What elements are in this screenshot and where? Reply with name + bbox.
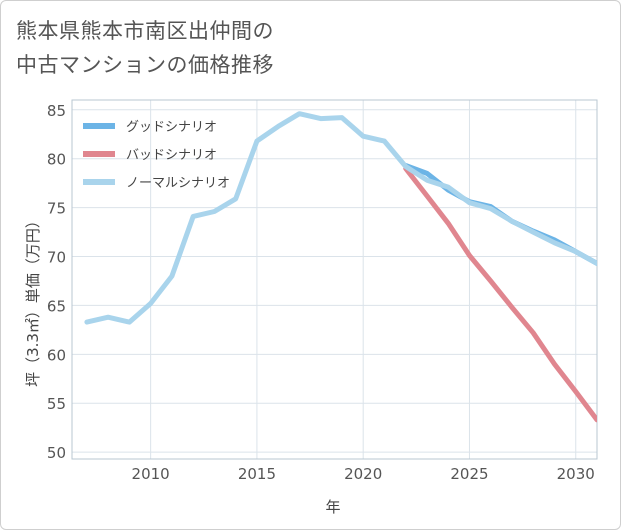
x-tick-label: 2010 <box>132 465 170 483</box>
chart-title: 熊本県熊本市南区出仲間の 中古マンションの価格推移 <box>16 14 274 82</box>
grid <box>72 100 597 459</box>
y-axis-title: 坪（3.3㎡）単価（万円） <box>24 213 42 387</box>
x-tick-label: 2020 <box>344 465 382 483</box>
y-tick-label: 60 <box>47 346 66 364</box>
y-tick-label: 75 <box>47 200 66 218</box>
y-tick-label: 65 <box>47 297 66 315</box>
chart-title-line1: 熊本県熊本市南区出仲間の <box>16 19 274 43</box>
y-tick-label: 55 <box>47 395 66 413</box>
y-tick-label: 80 <box>47 151 66 169</box>
series-line-2 <box>84 111 597 325</box>
legend-label-2: ノーマルシナリオ <box>126 176 230 191</box>
chart-title-line2: 中古マンションの価格推移 <box>16 53 274 77</box>
legend-label-1: バッドシナリオ <box>126 148 217 163</box>
tick-labels: 50 55 60 65 70 75 80 85 2010 2015 2020 2025 2030 <box>47 102 595 483</box>
x-axis-title: 年 <box>325 498 340 516</box>
x-tick-label: 2030 <box>557 465 595 483</box>
y-tick-label: 50 <box>47 444 66 462</box>
y-tick-label: 85 <box>47 102 66 120</box>
plot-area-border <box>71 99 598 460</box>
x-tick-label: 2015 <box>238 465 276 483</box>
x-tick-label: 2025 <box>450 465 488 483</box>
series-line-1 <box>403 166 597 423</box>
series-layer <box>84 111 597 423</box>
legend-label-0: グッドシナリオ <box>126 120 217 135</box>
y-tick-label: 70 <box>47 249 66 267</box>
